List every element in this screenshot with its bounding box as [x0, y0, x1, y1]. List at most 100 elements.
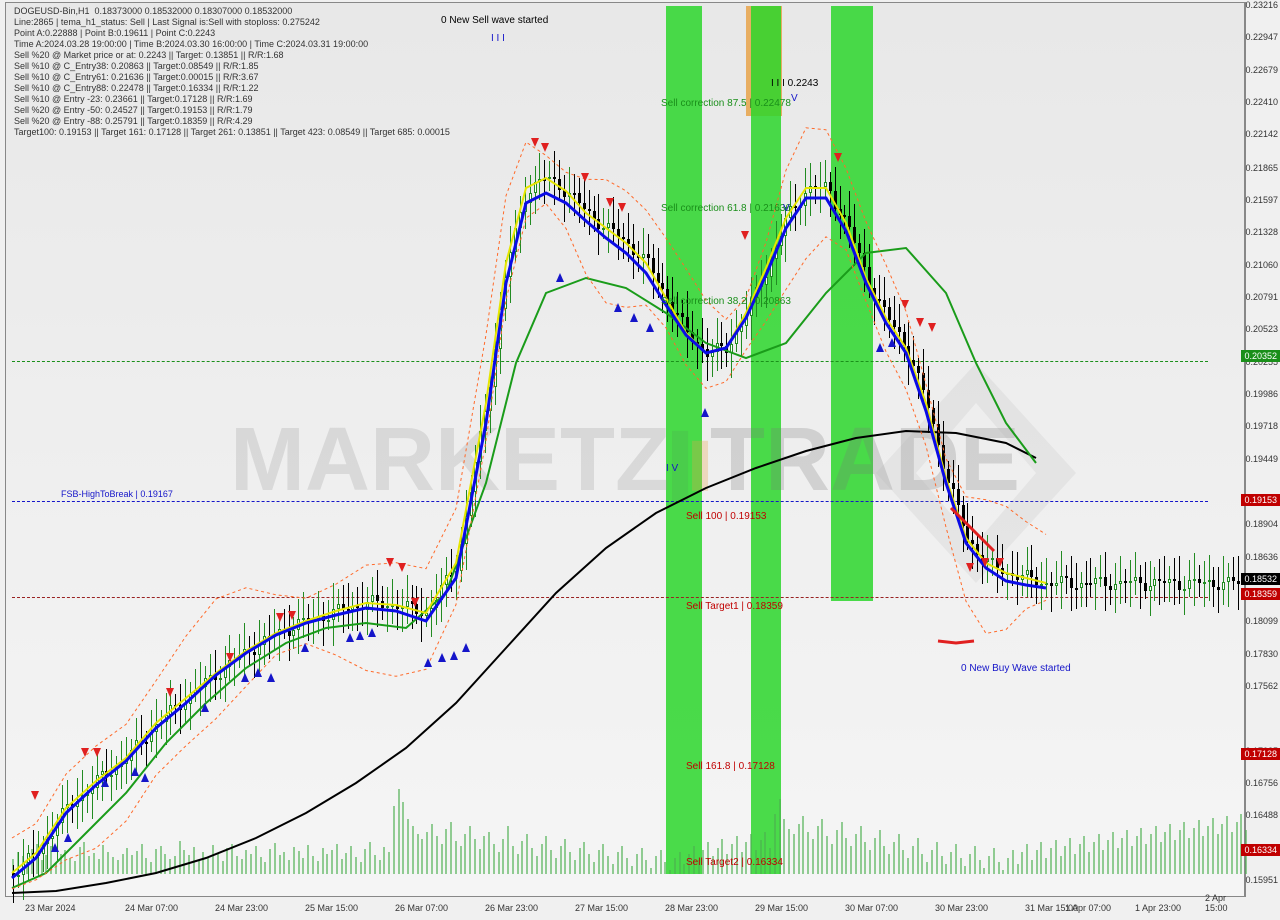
volume-bar: [1012, 850, 1014, 874]
volume-bar: [588, 854, 590, 874]
volume-bar: [379, 860, 381, 874]
volume-bar: [164, 854, 166, 874]
arrow-down-icon: [916, 318, 924, 327]
volume-bar: [141, 844, 143, 874]
volume-bar: [455, 841, 457, 874]
volume-bar: [864, 842, 866, 874]
volume-bar: [669, 870, 671, 874]
chart-area[interactable]: MARKETZTRADE FSB-HighToBreak | 0.19167 D…: [5, 2, 1245, 897]
volume-bar: [950, 852, 952, 874]
volume-bar: [260, 857, 262, 874]
volume-bar: [331, 850, 333, 874]
volume-bar: [979, 860, 981, 874]
volume-bar: [536, 856, 538, 874]
price-label: 0.16334: [1241, 844, 1280, 856]
volume-bar: [217, 853, 219, 874]
arrow-down-icon: [996, 558, 1004, 567]
annotation: V: [783, 203, 790, 214]
volume-bar: [160, 846, 162, 874]
volume-bar: [974, 846, 976, 874]
volume-bar: [412, 826, 414, 874]
symbol-line: DOGEUSD-Bin,H1 0.18373000 0.18532000 0.1…: [14, 6, 450, 17]
volume-bar: [1188, 838, 1190, 874]
volume-bar: [245, 850, 247, 874]
volume-bar: [264, 862, 266, 874]
volume-bar: [541, 844, 543, 874]
arrow-down-icon: [741, 231, 749, 240]
annotation: Sell correction 61.8 | 0.21636: [661, 203, 791, 214]
volume-bar: [750, 834, 752, 874]
info-line: Point A:0.22888 | Point B:0.19611 | Poin…: [14, 28, 450, 39]
volume-bar: [841, 822, 843, 874]
volume-bar: [598, 850, 600, 874]
arrow-down-icon: [226, 653, 234, 662]
volume-bar: [1183, 822, 1185, 874]
time-tick: 24 Mar 23:00: [215, 903, 268, 913]
arrow-down-icon: [411, 598, 419, 607]
arrow-up-icon: [876, 343, 884, 352]
price-tick: 0.18099: [1245, 616, 1278, 626]
arrow-down-icon: [531, 138, 539, 147]
price-label: 0.18532: [1241, 573, 1280, 585]
volume-bar: [626, 858, 628, 874]
volume-bar: [431, 824, 433, 874]
volume-bar: [150, 862, 152, 874]
volume-bar: [202, 852, 204, 874]
arrow-down-icon: [834, 153, 842, 162]
volume-bar: [1007, 858, 1009, 874]
volume-bar: [174, 856, 176, 874]
volume-bar: [483, 836, 485, 874]
volume-bar: [345, 853, 347, 874]
price-tick: 0.21328: [1245, 227, 1278, 237]
volume-bar: [517, 854, 519, 874]
volume-bar: [279, 855, 281, 874]
volume-bar: [1017, 864, 1019, 874]
volume-bar: [364, 849, 366, 874]
volume-bar: [936, 842, 938, 874]
time-tick: 30 Mar 23:00: [935, 903, 988, 913]
price-tick: 0.20523: [1245, 324, 1278, 334]
volume-bar: [298, 851, 300, 874]
volume-bar: [1160, 842, 1162, 874]
volume-bar: [955, 844, 957, 874]
arrow-down-icon: [618, 203, 626, 212]
arrow-up-icon: [141, 773, 149, 782]
volume-bar: [1174, 840, 1176, 874]
volume-bar: [1131, 846, 1133, 874]
arrow-up-icon: [301, 643, 309, 652]
volume-bar: [1136, 836, 1138, 874]
volume-bar: [1150, 834, 1152, 874]
volume-bar: [126, 848, 128, 874]
price-tick: 0.21597: [1245, 195, 1278, 205]
volume-bar: [1098, 834, 1100, 874]
volume-bar: [907, 858, 909, 874]
volume-bar: [317, 861, 319, 874]
volume-bar: [136, 851, 138, 874]
volume-bar: [426, 832, 428, 874]
volume-bar: [502, 839, 504, 874]
price-tick: 0.22679: [1245, 65, 1278, 75]
price-tick: 0.16756: [1245, 778, 1278, 788]
volume-bar: [198, 860, 200, 874]
volume-bar: [869, 850, 871, 874]
volume-bar: [988, 856, 990, 874]
volume-bar: [207, 858, 209, 874]
volume-bar: [1002, 870, 1004, 874]
volume-bar: [807, 832, 809, 874]
red-segment: [938, 641, 974, 643]
annotation: V: [791, 93, 798, 104]
volume-bar: [783, 819, 785, 874]
volume-bar: [445, 829, 447, 874]
volume-bar: [607, 856, 609, 874]
arrow-up-icon: [368, 628, 376, 637]
annotation: I I I 0.2243: [771, 78, 818, 89]
volume-bar: [117, 860, 119, 874]
volume-bar: [74, 861, 76, 874]
volume-bar: [55, 863, 57, 874]
volume-bar: [645, 860, 647, 874]
arrow-up-icon: [241, 673, 249, 682]
volume-bar: [1212, 818, 1214, 874]
arrow-up-icon: [51, 843, 59, 852]
volume-bar: [98, 859, 100, 874]
arrow-down-icon: [606, 198, 614, 207]
